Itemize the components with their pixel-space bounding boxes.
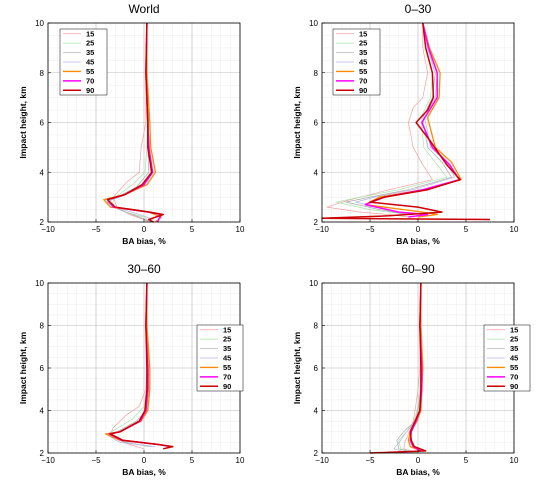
x-tick-label: −10	[315, 456, 329, 465]
legend-label: 25	[510, 335, 518, 344]
chart-panel: −10 −5 0 5 10 2 4 6 8 10 0–30 BA bias, % Impact heig…	[292, 2, 519, 246]
x-tick-label: −5	[91, 225, 101, 234]
legend-label: 45	[223, 354, 231, 363]
legend-label: 25	[223, 335, 231, 344]
legend-label: 70	[223, 372, 231, 381]
x-tick-label: 10	[510, 225, 519, 234]
y-tick-label: 2	[40, 218, 45, 227]
x-tick-label: −10	[41, 225, 55, 234]
x-tick-label: 5	[190, 225, 195, 234]
x-axis-label: BA bias, %	[122, 467, 166, 477]
y-tick-label: 4	[40, 168, 45, 177]
legend-label: 35	[510, 344, 518, 353]
y-tick-label: 10	[309, 279, 318, 288]
legend-label: 45	[359, 58, 367, 67]
y-axis-label: Impact height, km	[292, 331, 302, 404]
legend-label: 55	[510, 363, 518, 372]
series-line-15	[112, 22, 149, 223]
legend-label: 15	[359, 29, 367, 38]
x-tick-label: −10	[41, 456, 55, 465]
x-tick-label: 10	[236, 456, 245, 465]
y-tick-label: 2	[314, 449, 319, 458]
y-tick-label: 4	[40, 407, 45, 416]
y-tick-label: 8	[40, 69, 45, 78]
x-tick-label: 0	[416, 456, 421, 465]
series-line-90	[321, 22, 491, 221]
legend-label: 55	[359, 67, 367, 76]
series-line-55	[364, 22, 462, 218]
x-axis-label: BA bias, %	[122, 236, 166, 246]
y-tick-label: 10	[35, 279, 44, 288]
x-tick-label: −5	[365, 456, 375, 465]
legend-label: 25	[359, 39, 367, 48]
legend-label: 35	[86, 48, 94, 57]
x-tick-label: 10	[236, 225, 245, 234]
y-tick-label: 6	[40, 364, 45, 373]
chart-title: 60–90	[401, 262, 435, 276]
y-tick-label: 8	[40, 322, 45, 331]
x-axis-label: BA bias, %	[396, 467, 440, 477]
legend-label: 70	[359, 76, 367, 85]
legend-label: 25	[86, 39, 94, 48]
x-tick-label: −5	[91, 456, 101, 465]
chart-panel: −10 −5 0 5 10 2 4 6 8 10 30–60 BA bias, % Impact hei…	[18, 262, 245, 477]
y-tick-label: 8	[314, 69, 319, 78]
y-axis-label: Impact height, km	[18, 331, 28, 404]
legend-label: 55	[223, 363, 231, 372]
legend-label: 35	[223, 344, 231, 353]
y-tick-label: 10	[309, 19, 318, 28]
x-tick-label: 0	[142, 225, 147, 234]
y-tick-label: 6	[314, 364, 319, 373]
y-axis-label: Impact height, km	[292, 86, 302, 159]
series-line-90	[369, 282, 427, 454]
chart-panel: −10 −5 0 5 10 2 4 6 8 10 World BA bias, % Impact hei…	[18, 2, 245, 246]
y-tick-label: 8	[314, 322, 319, 331]
x-tick-label: 5	[464, 456, 469, 465]
legend-label: 15	[510, 325, 518, 334]
y-tick-label: 6	[314, 119, 319, 128]
chart-title: World	[128, 2, 159, 16]
y-tick-label: 6	[40, 119, 45, 128]
legend-label: 90	[86, 86, 94, 95]
legend-label: 70	[86, 76, 94, 85]
y-tick-label: 2	[40, 449, 45, 458]
series-line-90	[106, 22, 164, 223]
y-tick-label: 4	[314, 407, 319, 416]
legend-label: 90	[359, 86, 367, 95]
y-axis-label: Impact height, km	[18, 86, 28, 159]
series-line-15	[326, 23, 433, 218]
x-tick-label: −5	[365, 225, 375, 234]
chart-panel: −10 −5 0 5 10 2 4 6 8 10 60–90 BA bias, % Impact hei…	[292, 262, 531, 477]
legend-label: 45	[510, 354, 518, 363]
legend-label: 70	[510, 372, 518, 381]
x-tick-label: 5	[464, 225, 469, 234]
legend-label: 45	[86, 58, 94, 67]
y-tick-label: 10	[35, 19, 44, 28]
legend-label: 55	[86, 67, 94, 76]
x-tick-label: 5	[190, 456, 195, 465]
y-tick-label: 2	[314, 218, 319, 227]
x-tick-label: 0	[142, 456, 147, 465]
x-tick-label: 10	[510, 456, 519, 465]
series-line-35	[345, 22, 452, 215]
legend-label: 15	[223, 325, 231, 334]
x-tick-label: −10	[315, 225, 329, 234]
legend-label: 90	[223, 382, 231, 391]
series-line-90	[109, 282, 174, 450]
series-line-55	[407, 283, 424, 452]
legend-label: 35	[359, 48, 367, 57]
y-tick-label: 4	[314, 168, 319, 177]
chart-title: 0–30	[405, 2, 432, 16]
legend-label: 15	[86, 29, 94, 38]
x-tick-label: 0	[416, 225, 421, 234]
chart-title: 30–60	[127, 262, 161, 276]
x-axis-label: BA bias, %	[396, 236, 440, 246]
legend-label: 90	[510, 382, 518, 391]
